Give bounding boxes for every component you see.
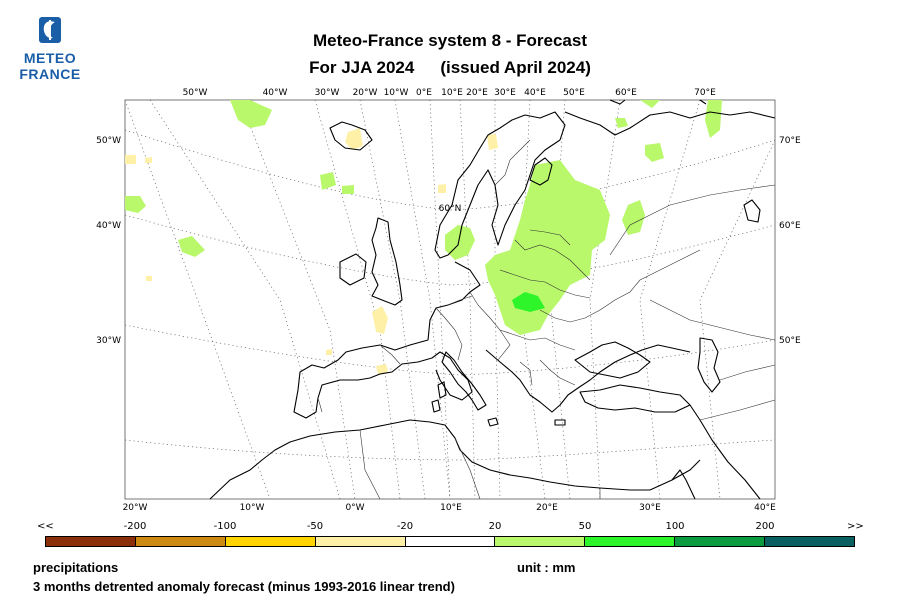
legend-swatch xyxy=(765,537,855,546)
svalbard-franz xyxy=(609,99,707,105)
legend-tick: 50 xyxy=(578,521,592,532)
legend-tick: 100 xyxy=(665,521,685,532)
chart-subtitle: For JJA 2024 (issued April 2024) xyxy=(250,58,650,78)
finland-coast xyxy=(529,157,553,186)
legend-swatch xyxy=(315,537,406,546)
forecast-description: 3 months detrented anomaly forecast (min… xyxy=(33,579,455,594)
logo-text-meteo: METEO xyxy=(23,50,77,66)
legend-tick: -100 xyxy=(213,521,237,532)
top-label: 70°E xyxy=(694,88,716,98)
right-label: 50°E xyxy=(779,336,801,346)
mediterranean-islands xyxy=(431,381,566,427)
scandinavia xyxy=(434,111,566,259)
top-label: 20°W xyxy=(353,88,378,98)
top-label: 60°E xyxy=(615,88,637,98)
turkey xyxy=(579,384,691,413)
country-borders xyxy=(317,139,776,500)
legend-swatch xyxy=(495,537,586,546)
top-label: 0°E xyxy=(416,88,432,98)
bottom-label: 20°W xyxy=(123,503,148,513)
top-labels: 50°W 40°W 30°W 20°W 10°W 0°E 10°E 20°E 3… xyxy=(183,88,717,98)
bottom-label: 20°E xyxy=(536,503,558,513)
continent-west-coast xyxy=(293,261,481,419)
forecast-period: For JJA 2024 xyxy=(309,58,415,77)
left-label: 40°W xyxy=(96,221,121,231)
right-label: 60°E xyxy=(779,221,801,231)
top-label: 50°W xyxy=(183,88,208,98)
bottom-label: 40°E xyxy=(754,503,776,513)
chart-title: Meteo-France system 8 - Forecast xyxy=(313,31,587,50)
meteo-france-logo-icon xyxy=(39,17,61,43)
unit-label: unit : mm xyxy=(517,560,576,575)
legend-swatch xyxy=(46,537,136,546)
legend-swatch xyxy=(135,537,226,546)
bottom-label: 10°E xyxy=(440,503,462,513)
legend-swatch xyxy=(675,537,766,546)
top-label: 40°E xyxy=(524,88,546,98)
top-label: 10°W xyxy=(384,88,409,98)
top-label: 10°E xyxy=(441,88,463,98)
russia-arctic-coast xyxy=(564,111,776,136)
right-labels: 70°E 60°E 50°E xyxy=(779,136,801,346)
logo-text-france: FRANCE xyxy=(19,66,81,82)
legend-tick: 20 xyxy=(488,521,502,532)
top-label: 20°E xyxy=(466,88,488,98)
balkans-greece xyxy=(485,344,691,413)
graticule xyxy=(124,99,776,500)
bottom-label: 0°W xyxy=(345,503,364,513)
latitude-label-60n: 60°N xyxy=(439,204,462,214)
bottom-label: 30°E xyxy=(639,503,661,513)
legend-right-arrow: >> xyxy=(847,521,864,532)
top-label: 30°E xyxy=(494,88,516,98)
top-label: 30°W xyxy=(315,88,340,98)
caspian-sea xyxy=(697,337,721,393)
great-britain xyxy=(371,217,403,306)
legend-tick: -200 xyxy=(123,521,147,532)
iceland xyxy=(329,121,373,151)
map-frame xyxy=(124,99,776,500)
black-sea xyxy=(574,341,651,379)
left-label: 50°W xyxy=(96,136,121,146)
variable-name: precipitations xyxy=(33,560,119,575)
novaya-zemlya xyxy=(743,199,761,223)
legend-tick: 200 xyxy=(755,521,775,532)
red-sea xyxy=(671,469,696,500)
italy xyxy=(441,351,487,411)
left-label: 30°W xyxy=(96,336,121,346)
legend-tick: -50 xyxy=(306,521,324,532)
legend-colorbar xyxy=(45,536,855,547)
issue-date: (issued April 2024) xyxy=(440,58,591,77)
meteo-france-logo: METEO FRANCE xyxy=(14,14,86,86)
left-labels: 50°W 40°W 30°W xyxy=(96,136,121,346)
legend-swatch xyxy=(585,537,676,546)
anomaly-negative-britain xyxy=(372,306,388,334)
legend-left-arrow: << xyxy=(37,521,54,532)
top-label: 50°E xyxy=(563,88,585,98)
anomaly-positive-moderate xyxy=(512,292,545,312)
legend-tick: -20 xyxy=(396,521,414,532)
bottom-label: 10°W xyxy=(240,503,265,513)
right-label: 70°E xyxy=(779,136,801,146)
middle-east-coast xyxy=(689,404,761,500)
bottom-labels: 20°W 10°W 0°W 10°E 20°E 30°E 40°E xyxy=(123,503,777,513)
legend-swatch xyxy=(225,537,316,546)
legend-swatch xyxy=(405,537,496,546)
top-label: 40°W xyxy=(263,88,288,98)
ireland xyxy=(339,253,367,286)
